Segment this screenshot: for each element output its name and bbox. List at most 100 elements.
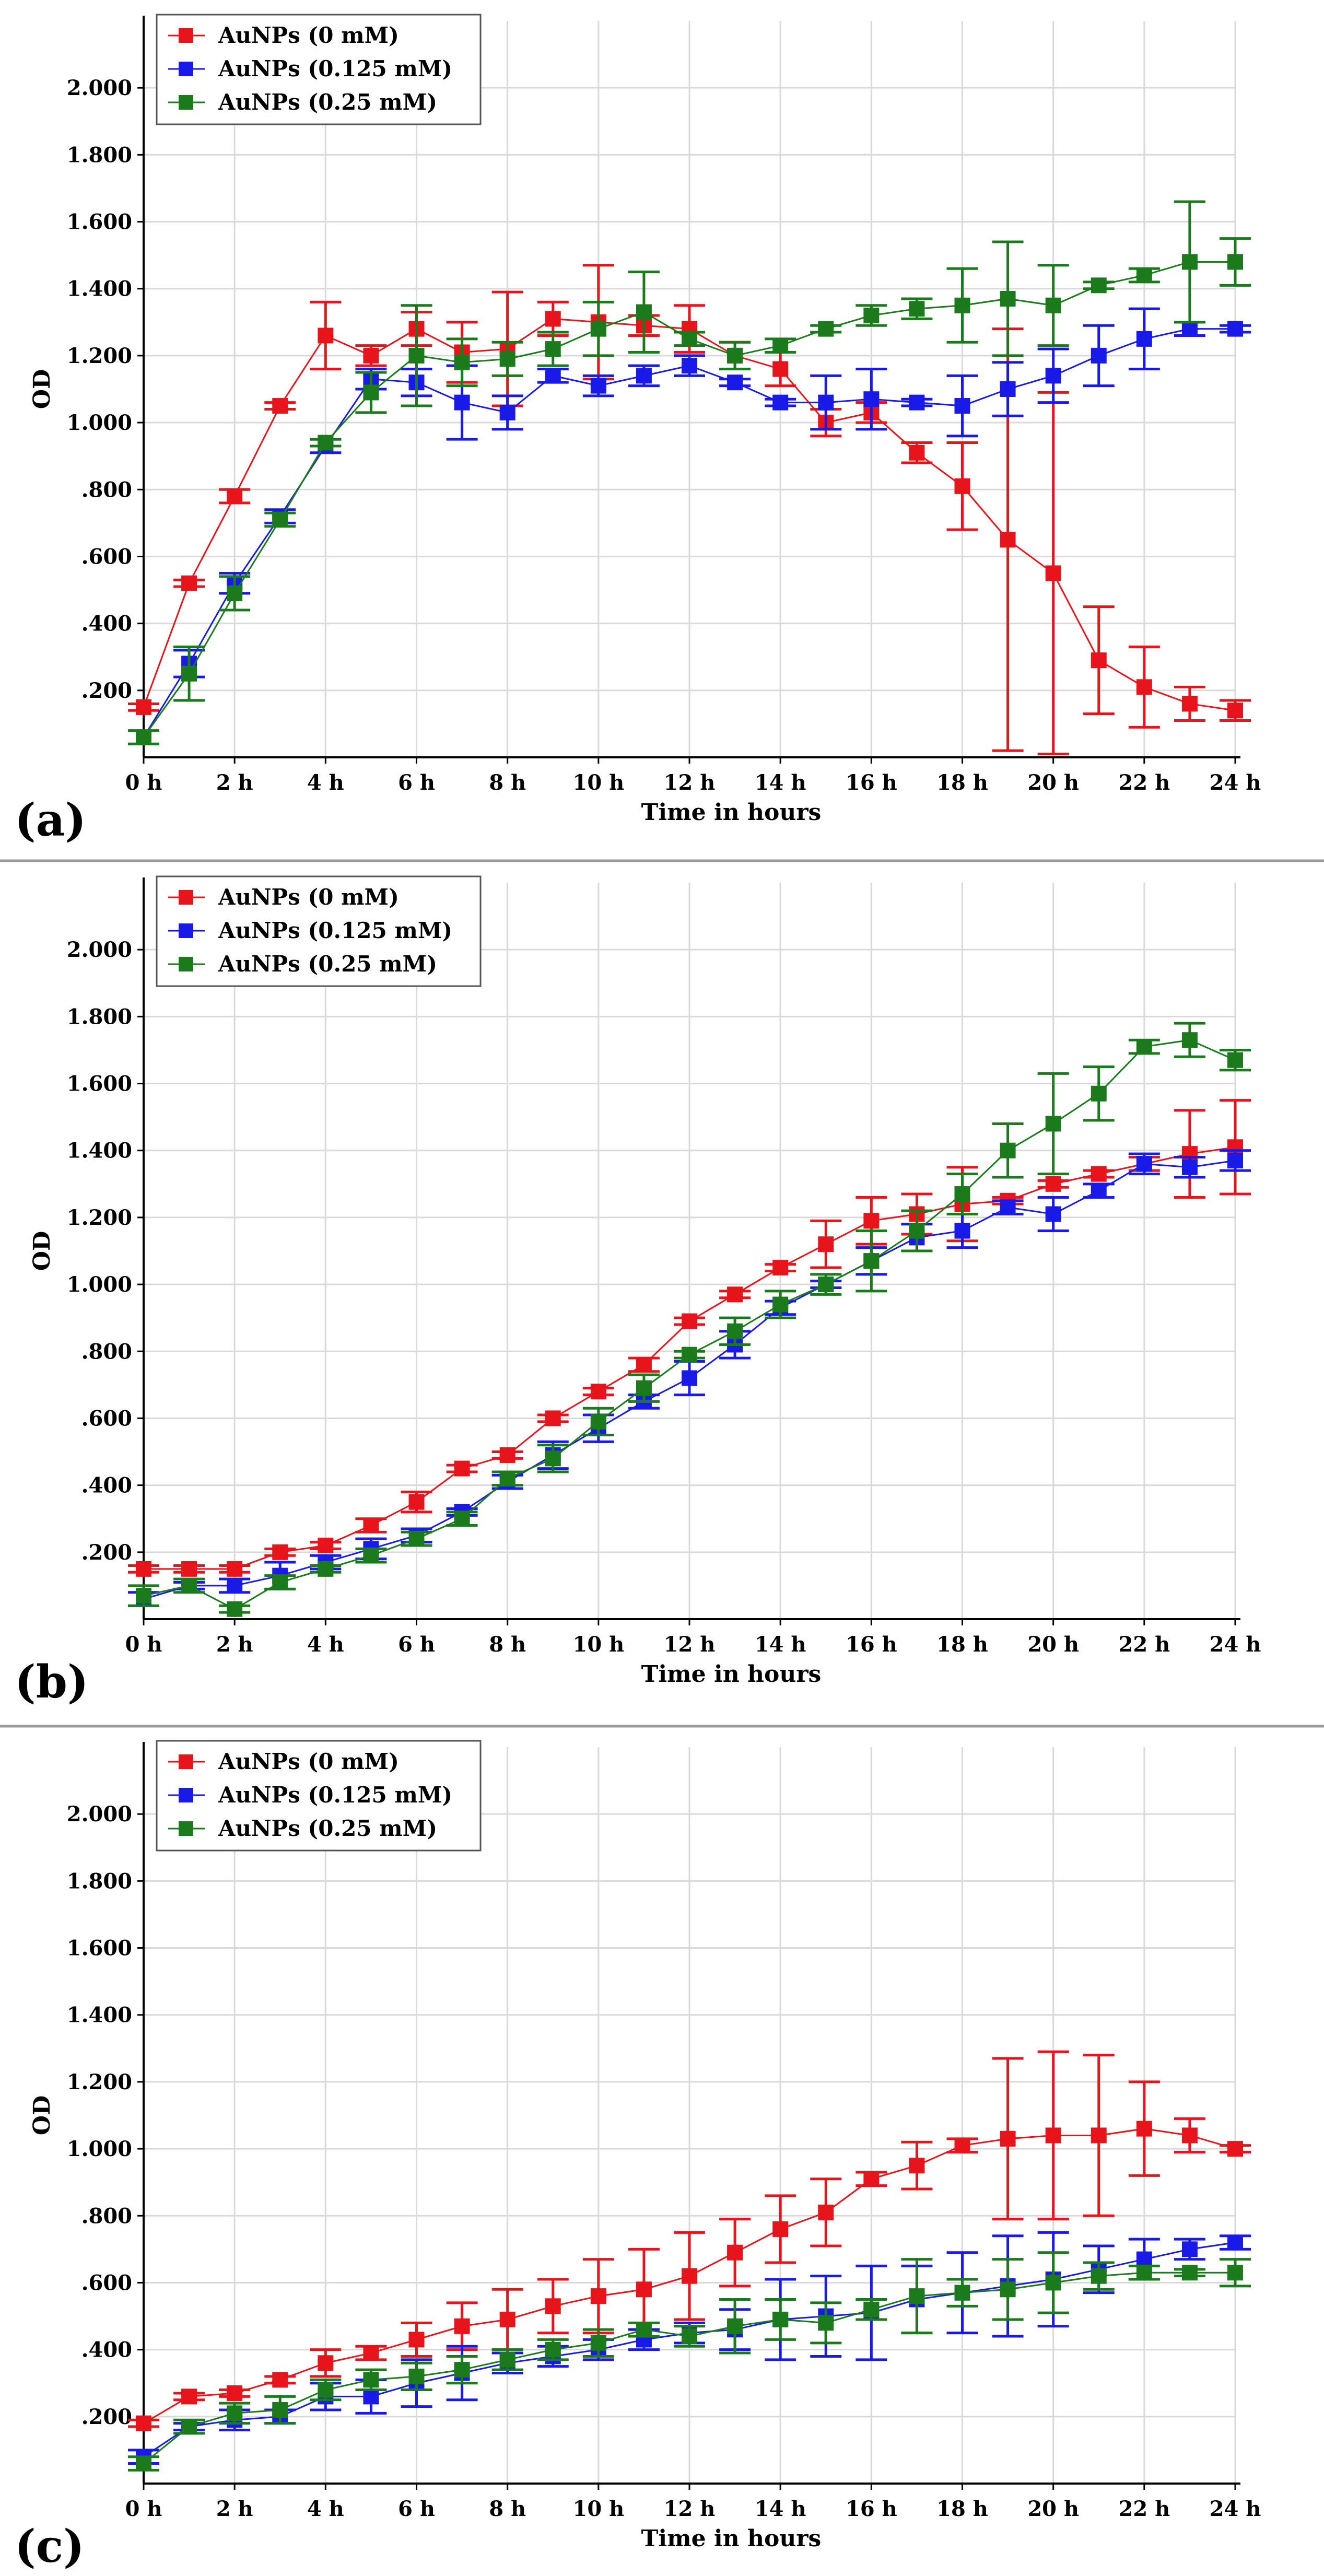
legend-label: AuNPs (0.25 mM) [218,1816,437,1841]
x-axis-title: Time in hours [641,1661,822,1688]
data-point [636,368,652,384]
y-tick-label: 1.800 [67,1869,132,1893]
data-point [454,1460,470,1477]
data-point [1136,2251,1152,2267]
data-point [1136,2121,1152,2137]
data-point [1181,2127,1198,2144]
data-point [1136,679,1152,695]
legend-box [156,1740,482,1852]
legend-label: AuNPs (0.25 mM) [218,951,437,977]
data-point [1045,565,1061,581]
y-tick-label: 1.800 [67,143,132,167]
data-point [818,2315,834,2331]
data-point [682,331,697,347]
data-point [181,1577,197,1594]
data-point [1227,254,1243,270]
legend-swatch [179,28,193,43]
data-point [1000,532,1016,548]
x-tick-label: 10 h [572,770,624,795]
data-point [1045,2127,1061,2144]
x-axis-title: Time in hours [641,2525,822,2552]
data-point [1181,1032,1198,1048]
legend-label: AuNPs (0.25 mM) [218,89,437,115]
data-point [1091,277,1107,294]
data-point [727,1323,743,1339]
data-point [499,1447,515,1463]
data-point [1000,381,1016,397]
data-point [1181,696,1198,712]
data-point [590,378,606,394]
x-tick-label: 20 h [1027,770,1079,795]
data-point [227,2385,243,2401]
data-point [408,347,425,364]
data-point [954,478,970,494]
data-point [772,361,789,377]
x-tick-label: 12 h [664,1632,716,1657]
data-point [1227,321,1243,337]
x-tick-label: 0 h [125,1632,162,1657]
y-tick-label: 1.200 [67,1205,132,1230]
data-point [1091,1182,1107,1199]
data-point [1181,321,1198,337]
data-point [682,1313,697,1329]
data-point [545,2298,561,2314]
x-tick-label: 16 h [846,2497,897,2521]
x-tick-label: 18 h [936,2497,988,2521]
legend-box [156,14,482,125]
data-point [954,297,970,313]
data-point [590,1413,606,1430]
data-point [227,488,243,505]
chart-panel-a: .200 .400 .600 .800 1.000 1.200 1.400 1.600 1.80… [15,14,1261,847]
data-point [909,1223,925,1239]
data-point [545,311,561,327]
data-point [545,341,561,357]
x-tick-label: 24 h [1210,2497,1261,2521]
data-point [181,2419,197,2435]
data-point [499,351,515,367]
data-point [590,1384,606,1400]
data-point [954,1223,970,1239]
data-point [1227,1052,1243,1068]
data-point [1181,2241,1198,2257]
data-point [454,394,470,411]
legend-label: AuNPs (0 mM) [218,22,399,48]
panel-label: (b) [15,1656,89,1708]
data-point [1227,2234,1243,2251]
data-point [1136,331,1152,347]
data-point [227,1561,243,1577]
data-point [227,1601,243,1617]
data-point [1136,267,1152,284]
data-point [136,2415,151,2431]
data-point [545,368,561,384]
data-point [1091,652,1107,669]
data-point [772,337,789,354]
data-point [727,2244,743,2261]
data-point [363,384,379,401]
data-point [590,2288,606,2304]
data-point [272,1544,288,1560]
legend-label: AuNPs (0.125 mM) [218,1782,452,1808]
data-point [1136,1039,1152,1055]
data-point [636,2281,652,2298]
data-point [136,1588,151,1604]
data-point [499,2351,515,2368]
y-tick-label: 1.400 [67,277,132,301]
chart-panel-b: .200 .400 .600 .800 1.000 1.200 1.400 1.600 1.80… [15,875,1261,1708]
data-point [454,1511,470,1527]
data-point [136,729,151,745]
y-tick-label: .600 [81,1406,132,1431]
data-point [408,2332,425,2348]
data-point [1181,2265,1198,2281]
y-tick-label: 1.600 [67,1936,132,1961]
data-point [272,2402,288,2418]
y-tick-label: .800 [81,1339,132,1364]
series-2 [128,200,1251,745]
y-tick-label: 1.000 [67,2137,132,2161]
data-point [227,1577,243,1594]
x-tick-label: 2 h [216,1632,253,1657]
data-point [363,2388,379,2405]
data-point [636,2322,652,2338]
legend-box [156,875,482,987]
data-point [363,2345,379,2361]
